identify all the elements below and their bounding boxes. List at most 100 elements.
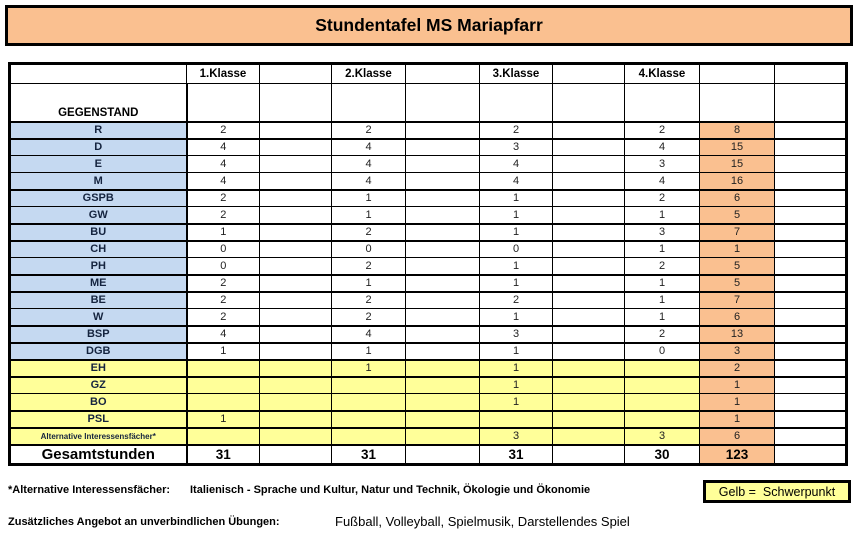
gap-cell xyxy=(259,325,332,344)
total-cell: 16 xyxy=(699,172,775,191)
table-row: BO 1 1 xyxy=(9,393,847,412)
gap-cell xyxy=(552,342,625,361)
gap-cell xyxy=(405,138,480,156)
subject-cell: GW xyxy=(9,206,188,225)
grand-total-cell: 123 xyxy=(699,443,775,465)
total-cell: 3 xyxy=(699,342,775,361)
value-cell-klasse-4: 1 xyxy=(624,240,700,258)
gap-cell xyxy=(552,359,625,378)
value-cell-klasse-3: 1 xyxy=(479,359,553,378)
gegenstand-header-cell: GEGENSTAND xyxy=(9,83,188,123)
table-row: BSP 4 4 3 2 13 xyxy=(9,325,847,344)
trailing-cell xyxy=(774,189,847,207)
trailing-cell xyxy=(774,138,847,156)
gap-cell xyxy=(552,172,625,191)
value-cell-klasse-3: 2 xyxy=(479,291,553,309)
gap-cell xyxy=(552,223,625,242)
gap-cell xyxy=(259,342,332,361)
value-cell-klasse-1: 2 xyxy=(186,121,260,140)
header-klasse-1: 1.Klasse xyxy=(186,63,260,84)
class-header-row: 1.Klasse 2.Klasse 3.Klasse 4.Klasse xyxy=(9,63,847,84)
total-value-klasse-2: 31 xyxy=(331,443,406,465)
value-cell-klasse-4: 1 xyxy=(624,206,700,225)
value-cell-klasse-4: 3 xyxy=(624,155,700,173)
trailing-cell xyxy=(774,240,847,258)
value-cell-klasse-3: 3 xyxy=(479,138,553,156)
value-cell-klasse-3: 1 xyxy=(479,206,553,225)
value-cell-klasse-4 xyxy=(624,376,700,394)
value-cell-klasse-3: 4 xyxy=(479,155,553,173)
gap-cell xyxy=(405,342,480,361)
subject-cell: D xyxy=(9,138,188,156)
total-cell: 5 xyxy=(699,274,775,293)
table-row: GW 2 1 1 1 5 xyxy=(9,206,847,225)
total-cell: 13 xyxy=(699,325,775,344)
table-row: Alternative Interessensfächer* 3 3 6 xyxy=(9,427,847,446)
page-title: Stundentafel MS Mariapfarr xyxy=(315,15,543,35)
gap-cell xyxy=(259,155,332,173)
total-cell: 5 xyxy=(699,257,775,276)
value-cell-klasse-2: 1 xyxy=(331,274,406,293)
alt-subjects-label: *Alternative Interessensfächer: xyxy=(8,484,171,496)
subject-cell: Alternative Interessensfächer* xyxy=(9,427,188,446)
subject-cell: DGB xyxy=(9,342,188,361)
trailing-cell xyxy=(774,325,847,344)
timetable: 1.Klasse 2.Klasse 3.Klasse 4.Klasse GEGE… xyxy=(8,62,848,466)
value-cell-klasse-4: 1 xyxy=(624,274,700,293)
trailing-cell xyxy=(774,155,847,173)
trailing-cell xyxy=(774,342,847,361)
subject-cell: EH xyxy=(9,359,188,378)
table-body: 1.Klasse 2.Klasse 3.Klasse 4.Klasse GEGE… xyxy=(9,63,847,465)
gap-cell xyxy=(552,240,625,258)
gap-cell xyxy=(405,121,480,140)
table-row: BE 2 2 2 1 7 xyxy=(9,291,847,309)
value-cell-klasse-1: 2 xyxy=(186,274,260,293)
gap-cell xyxy=(259,121,332,140)
value-cell-klasse-2: 2 xyxy=(331,223,406,242)
value-cell-klasse-1: 4 xyxy=(186,155,260,173)
subject-cell: M xyxy=(9,172,188,191)
subject-cell: BE xyxy=(9,291,188,309)
value-cell-klasse-2: 2 xyxy=(331,121,406,140)
value-cell-klasse-3: 2 xyxy=(479,121,553,140)
value-cell-klasse-2 xyxy=(331,410,406,429)
value-cell-klasse-1: 1 xyxy=(186,410,260,429)
table-row: D 4 4 3 4 15 xyxy=(9,138,847,156)
gap-cell xyxy=(259,308,332,327)
trailing-cell xyxy=(774,274,847,293)
timetable-table: 1.Klasse 2.Klasse 3.Klasse 4.Klasse GEGE… xyxy=(8,62,848,466)
value-cell-klasse-3: 1 xyxy=(479,257,553,276)
table-row: BU 1 2 1 3 7 xyxy=(9,223,847,242)
gap-cell xyxy=(259,410,332,429)
gap-cell xyxy=(552,138,625,156)
value-cell-klasse-4 xyxy=(624,359,700,378)
header-gap-cell xyxy=(552,63,625,84)
value-cell-klasse-3: 1 xyxy=(479,308,553,327)
table-row: M 4 4 4 4 16 xyxy=(9,172,847,191)
subject-cell: ME xyxy=(9,274,188,293)
header-empty-cell xyxy=(774,63,847,84)
gap-cell xyxy=(552,325,625,344)
trailing-cell xyxy=(774,257,847,276)
gap-cell xyxy=(552,257,625,276)
total-value-klasse-3: 31 xyxy=(479,443,553,465)
value-cell-klasse-3: 1 xyxy=(479,393,553,412)
gap-cell xyxy=(552,393,625,412)
gap-cell xyxy=(552,427,625,446)
total-cell: 15 xyxy=(699,155,775,173)
gap-cell xyxy=(405,240,480,258)
value-cell-klasse-2: 2 xyxy=(331,291,406,309)
trailing-cell xyxy=(774,410,847,429)
gap-cell xyxy=(405,172,480,191)
value-cell-klasse-1 xyxy=(186,427,260,446)
value-cell-klasse-2: 1 xyxy=(331,342,406,361)
header-klasse-3: 3.Klasse xyxy=(479,63,553,84)
total-cell: 7 xyxy=(699,291,775,309)
table-row: EH 1 1 2 xyxy=(9,359,847,378)
gap-cell xyxy=(552,376,625,394)
value-cell-klasse-1: 1 xyxy=(186,342,260,361)
gap-cell xyxy=(405,206,480,225)
total-row: Gesamtstunden 31 31 31 30 123 xyxy=(9,443,847,465)
gap-cell xyxy=(259,172,332,191)
gap-cell xyxy=(405,291,480,309)
